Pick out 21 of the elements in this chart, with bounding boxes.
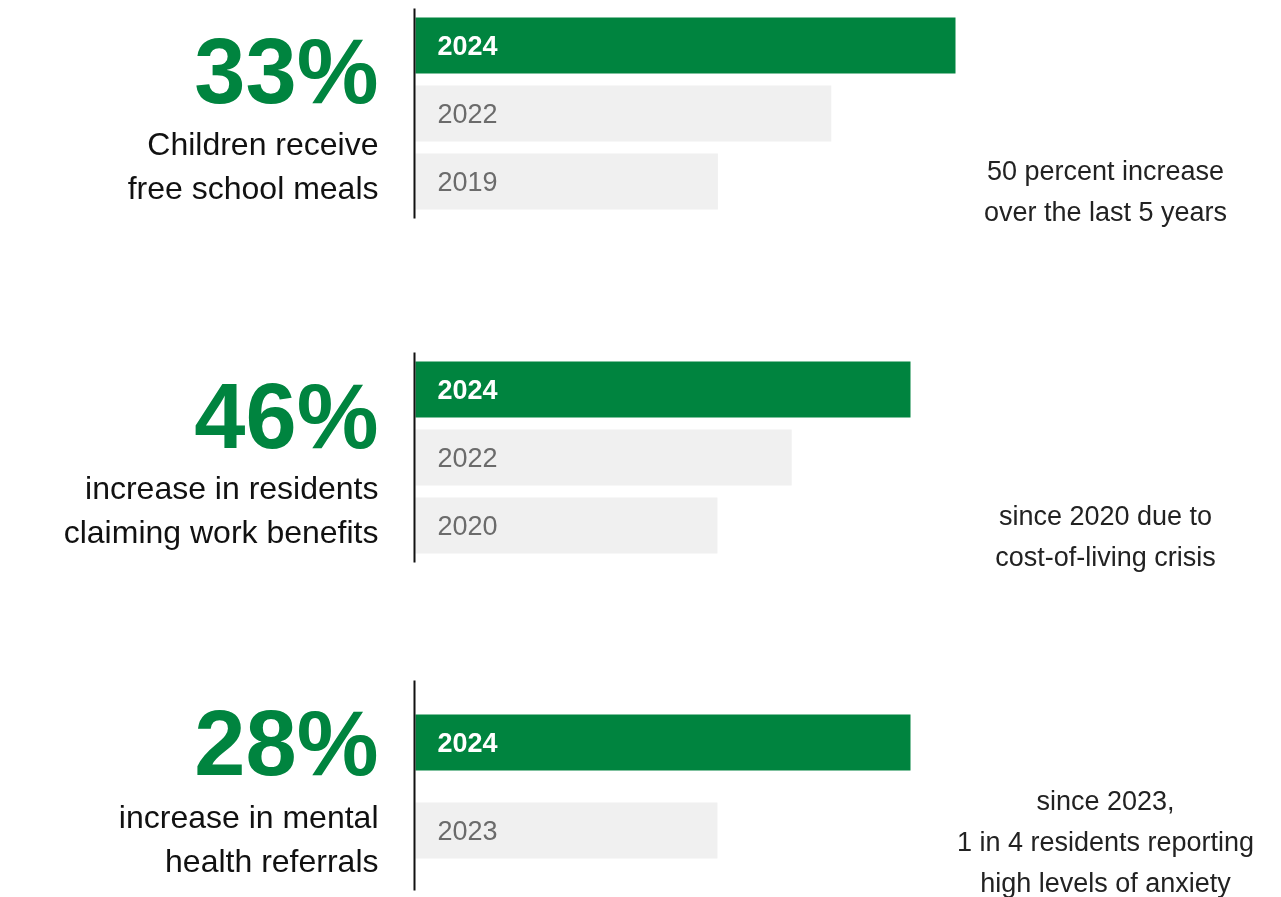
text: increase in residents claiming work benefits bbox=[63, 469, 379, 550]
text: cost-of-living crisis bbox=[995, 541, 1216, 572]
y-tick-label: 2022 bbox=[437, 99, 498, 129]
chart-title: 33% bbox=[194, 19, 379, 122]
y-tick-label: 2024 bbox=[437, 31, 498, 61]
text: Children receive free school meals bbox=[127, 125, 379, 206]
text: since 2020 due to bbox=[998, 500, 1213, 531]
text: 50 percent increase bbox=[986, 155, 1225, 186]
text: 1 in 4 residents reporting bbox=[956, 826, 1255, 857]
text: since 2023, bbox=[1036, 785, 1175, 816]
chart-title: 28% bbox=[194, 691, 379, 794]
chart-title: 46% bbox=[194, 364, 379, 467]
y-tick-label: 2023 bbox=[437, 816, 498, 846]
y-tick-label: 2019 bbox=[437, 167, 498, 197]
y-tick-label: 2024 bbox=[437, 728, 498, 758]
y-tick-label: 2022 bbox=[437, 443, 498, 473]
text: increase in mental health referrals bbox=[118, 798, 379, 879]
text: high levels of anxiety bbox=[980, 867, 1232, 897]
text: over the last 5 years bbox=[983, 196, 1228, 227]
y-tick-label: 2020 bbox=[437, 511, 498, 541]
y-tick-label: 2024 bbox=[437, 375, 498, 405]
